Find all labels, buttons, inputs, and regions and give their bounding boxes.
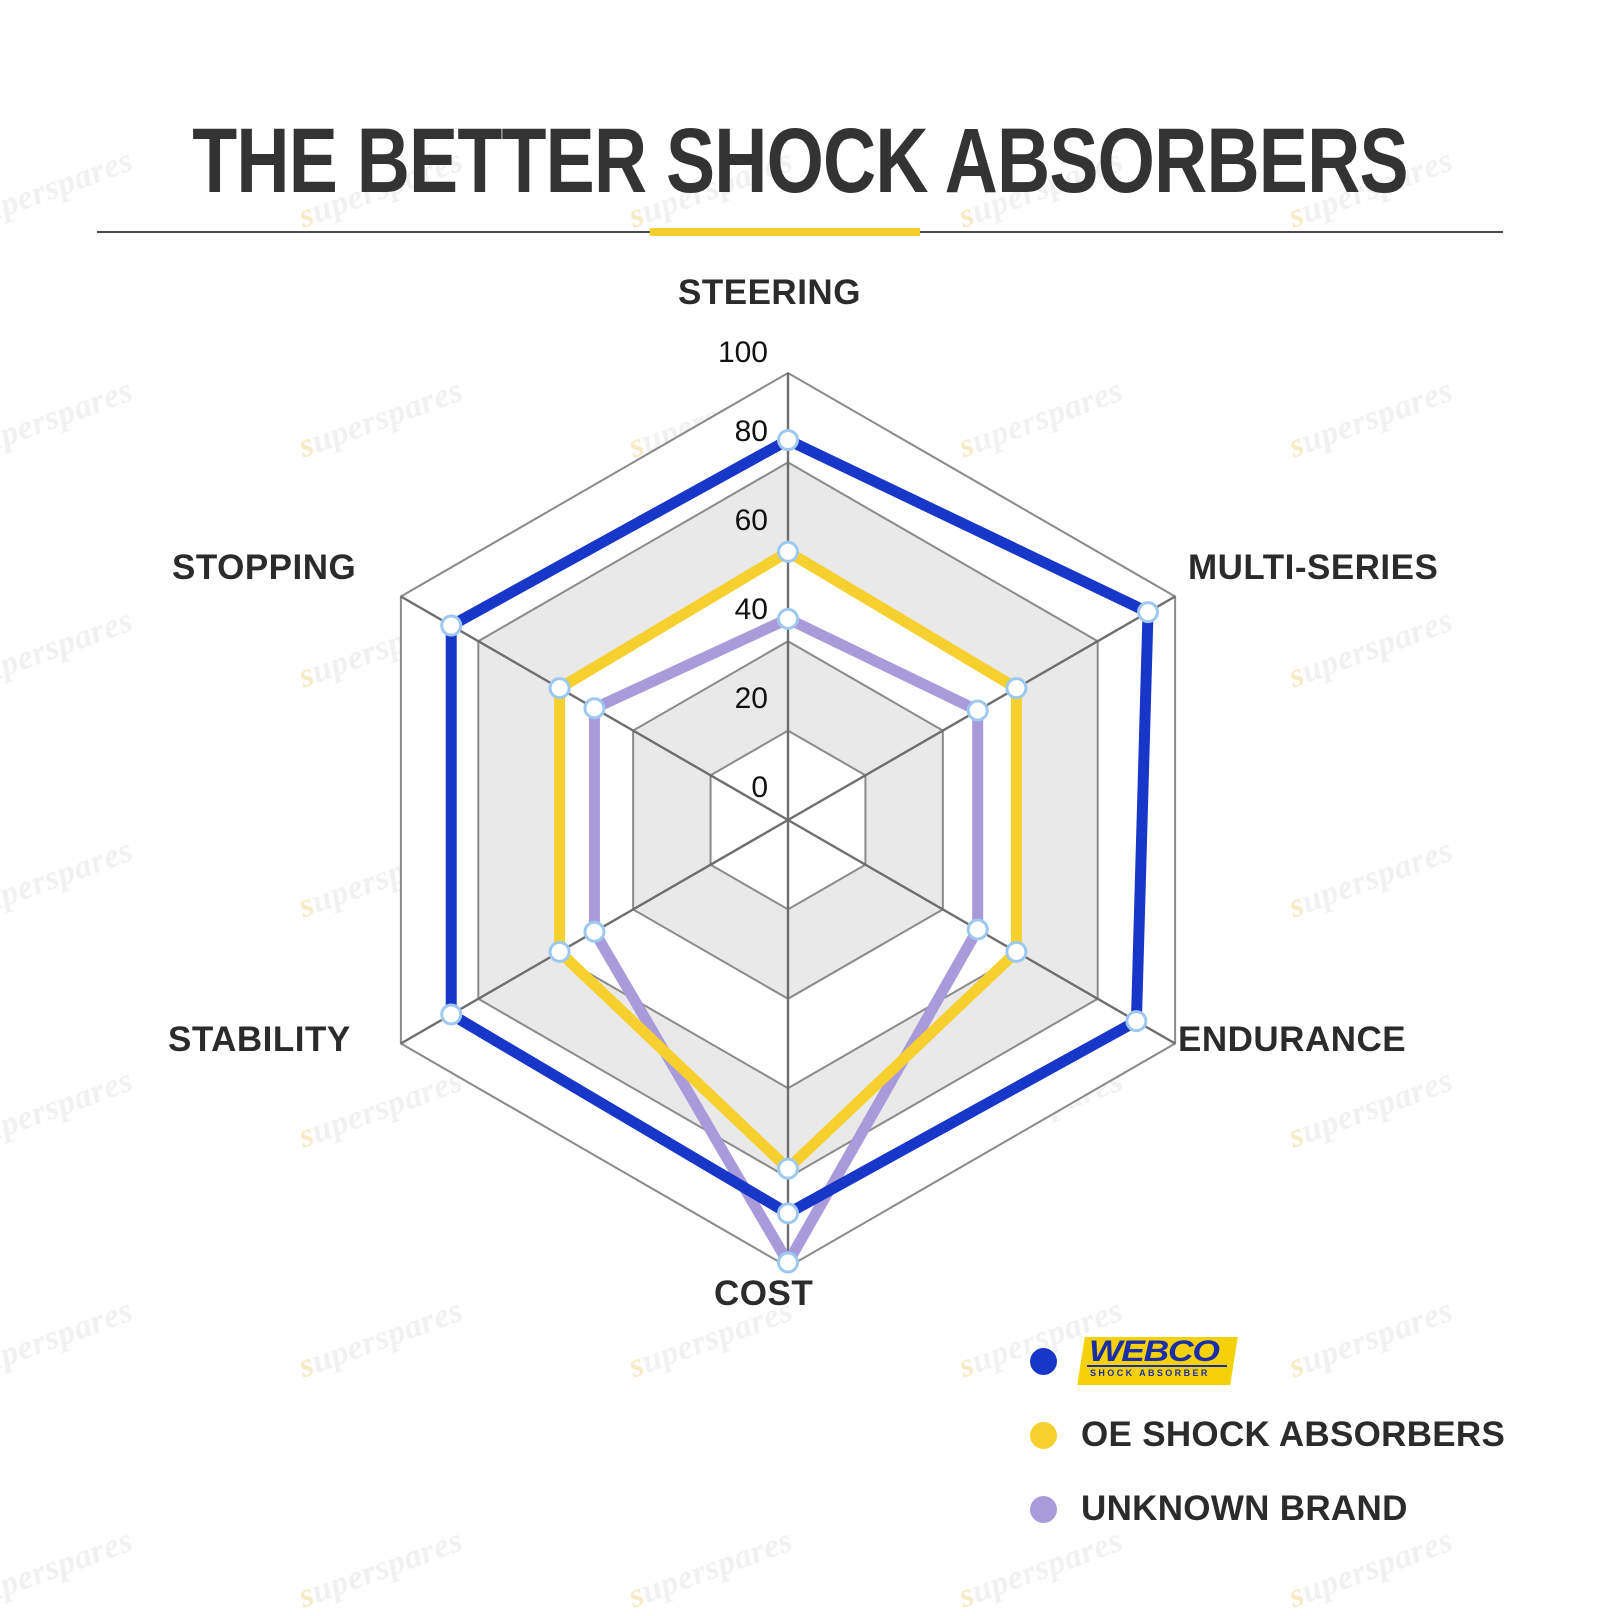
radar-svg — [399, 371, 1177, 1274]
radar-point — [1137, 601, 1160, 624]
radar-point — [583, 697, 606, 720]
axis-label-stability: STABILITY — [168, 1020, 351, 1059]
radar-point — [1005, 940, 1028, 963]
radar-point — [777, 607, 799, 630]
webco-logo-wordmark: WEBCO — [1089, 1337, 1219, 1368]
radar-point — [548, 940, 571, 963]
radar-point — [1125, 1010, 1148, 1033]
legend-label-unknown: UNKNOWN BRAND — [1081, 1489, 1408, 1528]
radar-point — [440, 1003, 463, 1026]
webco-logo: WEBCO SHOCK ABSORBER — [1077, 1337, 1238, 1385]
page-title: THE BETTER SHOCK ABSORBERS — [192, 110, 1408, 212]
radar-point — [966, 699, 989, 722]
legend: WEBCO SHOCK ABSORBER OE SHOCK ABSORBERS … — [1030, 1330, 1505, 1552]
watermark-text: superspares — [0, 1521, 138, 1611]
tick-label-100: 100 — [717, 336, 768, 369]
tick-label-60: 60 — [734, 504, 768, 537]
radar-point — [777, 540, 799, 563]
axis-label-endurance: ENDURANCE — [1178, 1020, 1407, 1059]
legend-item-webco[interactable]: WEBCO SHOCK ABSORBER — [1030, 1330, 1505, 1392]
legend-swatch-oe — [1030, 1421, 1057, 1449]
legend-label-oe: OE SHOCK ABSORBERS — [1081, 1415, 1506, 1454]
radar-point — [440, 614, 463, 637]
radar-point — [583, 920, 606, 943]
title-rule — [97, 228, 1503, 236]
radar-point — [777, 1251, 799, 1274]
radar-band — [633, 641, 943, 999]
radar-point — [777, 1157, 799, 1180]
legend-item-unknown[interactable]: UNKNOWN BRAND — [1030, 1478, 1505, 1540]
radar-point — [777, 1202, 799, 1225]
webco-logo-rule — [1087, 1365, 1227, 1367]
watermark-text: superspares — [623, 1521, 798, 1616]
radar-point — [548, 677, 571, 700]
title-rule-accent — [650, 228, 920, 236]
legend-swatch-webco — [1030, 1347, 1057, 1375]
tick-label-40: 40 — [734, 593, 768, 626]
tick-label-0: 0 — [751, 771, 768, 804]
radar-point — [966, 918, 989, 941]
axis-label-steering: STEERING — [678, 273, 861, 312]
radar-chart: STEERING MULTI-SERIES ENDURANCE COST STA… — [0, 250, 1600, 1350]
legend-item-oe[interactable]: OE SHOCK ABSORBERS — [1030, 1404, 1505, 1466]
legend-swatch-unknown — [1030, 1495, 1057, 1523]
tick-label-20: 20 — [734, 682, 768, 715]
header: THE BETTER SHOCK ABSORBERS — [0, 0, 1600, 236]
radar-point — [1005, 677, 1028, 700]
radar-point — [777, 429, 799, 452]
radar-band — [555, 551, 1021, 1089]
webco-logo-subtitle: SHOCK ABSORBER — [1090, 1368, 1210, 1378]
watermark-text: superspares — [293, 1521, 468, 1616]
tick-label-80: 80 — [734, 415, 768, 448]
axis-label-stopping: STOPPING — [172, 548, 357, 587]
axis-label-multi-series: MULTI-SERIES — [1188, 548, 1439, 587]
axis-label-cost: COST — [714, 1274, 814, 1313]
